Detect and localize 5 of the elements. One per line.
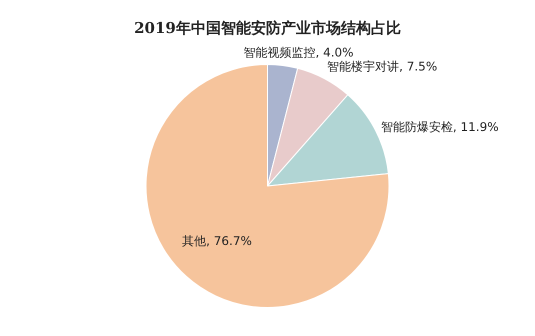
slice-label: 智能视频监控, 4.0% bbox=[243, 46, 354, 60]
slice-label: 智能楼宇对讲, 7.5% bbox=[327, 59, 438, 74]
chart-title: 2019年中国智能安防产业市场结构占比 bbox=[134, 18, 401, 37]
slice-label: 其他, 76.7% bbox=[182, 234, 252, 248]
slice-label: 智能防爆安检, 11.9% bbox=[380, 120, 499, 134]
